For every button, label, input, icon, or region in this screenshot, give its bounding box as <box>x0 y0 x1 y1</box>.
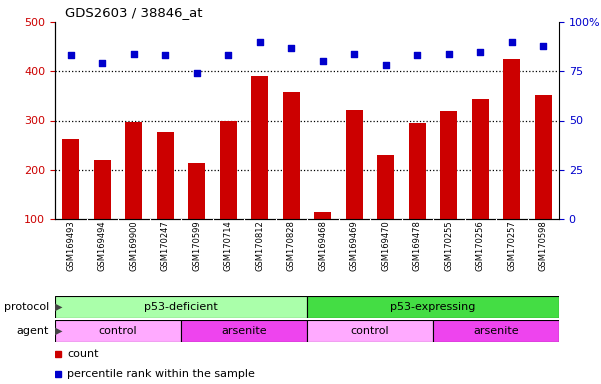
Point <box>381 62 391 68</box>
Bar <box>55 320 181 342</box>
Bar <box>472 99 489 219</box>
Point <box>224 53 233 59</box>
Point <box>66 53 76 59</box>
Text: control: control <box>99 326 137 336</box>
Text: arsenite: arsenite <box>221 326 267 336</box>
Bar <box>251 76 269 219</box>
Point <box>412 53 422 59</box>
Text: count: count <box>67 349 99 359</box>
Text: control: control <box>351 326 389 336</box>
Bar <box>307 296 559 318</box>
Point <box>538 43 548 49</box>
Point <box>160 53 170 59</box>
Bar <box>125 122 142 219</box>
Bar <box>346 110 363 219</box>
Bar <box>409 123 426 219</box>
Text: percentile rank within the sample: percentile rank within the sample <box>67 369 255 379</box>
Text: arsenite: arsenite <box>473 326 519 336</box>
Point <box>129 50 139 56</box>
Point <box>444 50 454 56</box>
Point <box>97 60 107 66</box>
Bar <box>377 155 394 219</box>
Text: ▶: ▶ <box>55 326 63 336</box>
Point <box>507 39 516 45</box>
Text: p53-deficient: p53-deficient <box>144 302 218 312</box>
Text: p53-expressing: p53-expressing <box>390 302 475 312</box>
Text: GDS2603 / 38846_at: GDS2603 / 38846_at <box>65 7 203 20</box>
Text: protocol: protocol <box>4 302 49 312</box>
Point <box>318 58 328 65</box>
Bar <box>55 296 307 318</box>
Bar <box>219 121 237 219</box>
Bar <box>440 111 457 219</box>
Bar <box>503 59 520 219</box>
Bar <box>181 320 307 342</box>
Bar <box>314 212 331 219</box>
Bar <box>188 163 206 219</box>
Point <box>255 39 264 45</box>
Point <box>475 48 485 55</box>
Bar <box>282 92 300 219</box>
Point <box>349 50 359 56</box>
Bar <box>62 139 79 219</box>
Bar <box>534 95 552 219</box>
Bar <box>94 160 111 219</box>
Bar <box>433 320 559 342</box>
Text: ▶: ▶ <box>55 302 63 312</box>
Point <box>287 45 296 51</box>
Text: agent: agent <box>17 326 49 336</box>
Bar <box>307 320 433 342</box>
Point <box>192 70 201 76</box>
Bar <box>157 132 174 219</box>
